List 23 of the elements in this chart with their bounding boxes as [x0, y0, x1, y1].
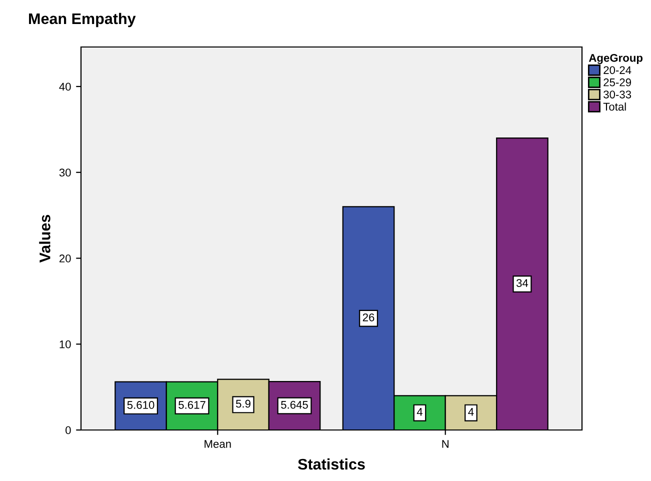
data-label: 34	[516, 279, 528, 287]
data-label: 4	[468, 408, 474, 416]
data-label: 5.645	[281, 400, 308, 409]
y-tick-label: 20	[59, 254, 71, 262]
y-tick-label: 30	[59, 168, 71, 177]
legend-label: 25-29	[604, 78, 631, 86]
legend-label: 20-24	[604, 66, 632, 74]
x-tick-label: N	[442, 440, 448, 448]
x-tick-label: Mean	[204, 440, 231, 448]
y-tick-label: 0	[66, 426, 71, 434]
data-label: 5.9	[236, 400, 250, 408]
x-axis-title: Statistics	[298, 458, 365, 470]
data-label: 5.617	[178, 400, 206, 409]
data-label: 5.610	[127, 401, 154, 409]
y-axis-title: Values	[39, 214, 50, 263]
legend-title: AgeGroup	[588, 54, 643, 64]
chart-title: Mean Empathy	[29, 12, 136, 28]
data-label: 4	[416, 408, 423, 416]
legend-label: 30-33	[604, 90, 632, 98]
y-tick-label: 10	[60, 340, 71, 348]
data-label: 26	[362, 313, 374, 322]
legend-label: Total	[603, 102, 626, 111]
y-tick-label: 40	[59, 82, 71, 91]
